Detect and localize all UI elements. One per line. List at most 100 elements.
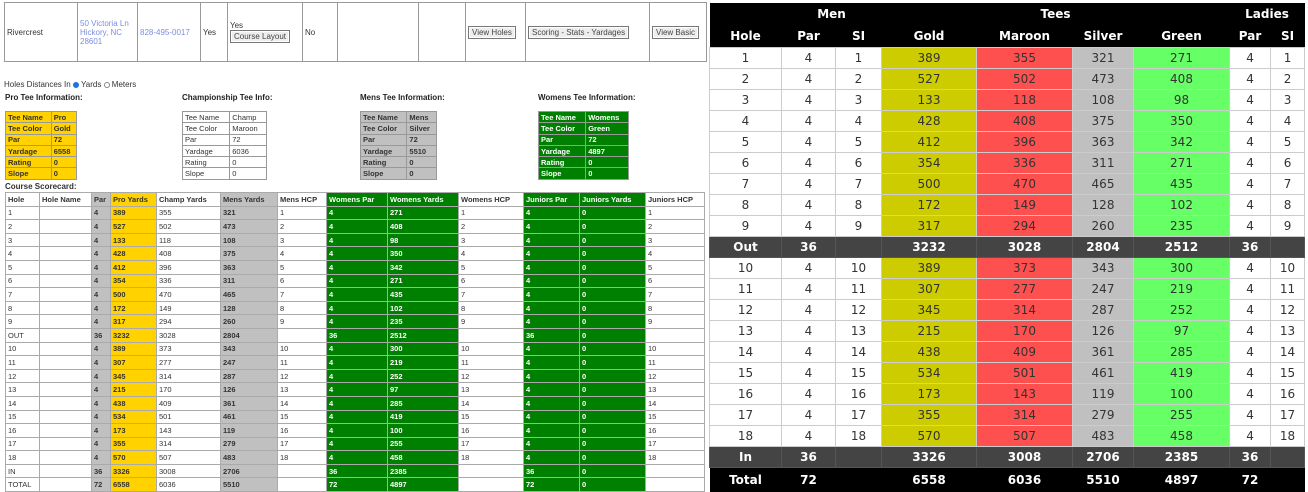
view-holes-button[interactable]: View Holes bbox=[468, 25, 516, 39]
card-cell: 7 bbox=[709, 172, 782, 195]
scorecard-cell: 336 bbox=[156, 273, 221, 289]
scorecard-cell bbox=[39, 355, 92, 370]
scorecard-cell: 18 bbox=[277, 450, 327, 465]
card-cell: 8 bbox=[835, 193, 882, 216]
card-cell: 11 bbox=[1270, 277, 1305, 300]
tee-info-label: Rating bbox=[537, 156, 587, 169]
phone-link[interactable]: 828-495-0017 bbox=[137, 2, 201, 62]
scorecard-cell: 343 bbox=[220, 341, 278, 357]
scorecard-cell: 36 bbox=[91, 463, 111, 479]
card-cell: 3326 bbox=[881, 445, 977, 468]
scorecard-cell: 6 bbox=[5, 273, 40, 289]
scorecard-row: 11 4 307 277 247 11 4 219 11 4 0 11 bbox=[5, 355, 705, 370]
card-cell: 7 bbox=[835, 172, 882, 195]
tee-info-value: 0 bbox=[585, 156, 629, 169]
scorecard-cell: 252 bbox=[387, 368, 459, 384]
hole-row: 6 4 6 354 336 311 271 4 6 bbox=[709, 151, 1305, 174]
scorecard-cell: 570 bbox=[110, 450, 157, 465]
scorecard-cell: 355 bbox=[156, 205, 221, 221]
scorecard-cell: 3326 bbox=[110, 463, 157, 479]
card-cell: 235 bbox=[1132, 214, 1231, 237]
card-cell: 133 bbox=[881, 88, 977, 111]
hole-row: 3 4 3 133 118 108 98 4 3 bbox=[709, 88, 1305, 111]
scorecard-cell bbox=[458, 327, 524, 343]
card-cell: 271 bbox=[1132, 151, 1231, 174]
scorecard-cell: 4 bbox=[326, 341, 388, 357]
card-cell bbox=[1270, 467, 1305, 492]
course-layout-button[interactable]: Course Layout bbox=[230, 30, 291, 43]
scorecard-cell: 11 bbox=[5, 355, 40, 370]
scorecard-cell: 4 bbox=[326, 409, 388, 425]
scorecard-cell: 118 bbox=[156, 232, 221, 248]
card-cell: 361 bbox=[1072, 340, 1134, 363]
card-cell: 4 bbox=[1229, 340, 1272, 363]
column-header: Maroon bbox=[976, 25, 1073, 47]
scorecard-cell: 0 bbox=[579, 395, 646, 411]
scorecard-cell: 0 bbox=[579, 259, 646, 275]
tee-info-label: Tee Name bbox=[537, 110, 587, 124]
card-cell: 126 bbox=[1072, 319, 1134, 342]
card-cell: 4 bbox=[781, 46, 836, 69]
scorecard-cell: 4 bbox=[523, 395, 580, 411]
scorecard-cell bbox=[645, 477, 705, 492]
card-cell: 260 bbox=[1072, 214, 1134, 237]
scorecard-row: 13 4 215 170 126 13 4 97 13 4 0 13 bbox=[5, 382, 705, 397]
address-line-2[interactable]: Hickory, NC bbox=[80, 27, 123, 37]
scorecard-header: Womens HCP bbox=[458, 192, 524, 207]
scorecard-cell: 4 bbox=[91, 409, 111, 425]
card-cell: 4 bbox=[1229, 319, 1272, 342]
card-cell: 570 bbox=[881, 424, 977, 447]
scoring-stats-yardages-button[interactable]: Scoring - Stats - Yardages bbox=[528, 25, 630, 39]
scorecard-cell: 4 bbox=[326, 287, 388, 302]
scorecard-cell: 0 bbox=[579, 450, 646, 465]
tee-info-label: Tee Name bbox=[359, 110, 408, 124]
scorecard-cell: 2385 bbox=[387, 463, 459, 479]
address-line-1[interactable]: 50 Victoria Ln bbox=[80, 18, 129, 28]
yards-radio[interactable] bbox=[72, 81, 79, 88]
scorecard-cell: 389 bbox=[110, 205, 157, 221]
tee-heading: Womens Tee Information: bbox=[538, 93, 636, 102]
scorecard-cell: 14 bbox=[645, 395, 705, 411]
meters-radio[interactable] bbox=[103, 81, 110, 88]
tee-info-label: Slope bbox=[181, 167, 231, 180]
card-cell: 461 bbox=[1072, 361, 1134, 384]
card-cell bbox=[1270, 445, 1305, 468]
card-cell: 215 bbox=[881, 319, 977, 342]
card-cell: 3 bbox=[709, 88, 782, 111]
scorecard-cell: 1 bbox=[277, 205, 327, 221]
empty-cell bbox=[337, 2, 419, 62]
card-cell: 354 bbox=[881, 151, 977, 174]
scorecard-cell: 502 bbox=[156, 219, 221, 234]
tee-info-row: Yardage 6558 bbox=[5, 144, 78, 158]
scorecard-cell: 13 bbox=[645, 382, 705, 397]
scorecard-cell: 4 bbox=[523, 423, 580, 438]
card-cell: 11 bbox=[835, 277, 882, 300]
scorecard-cell: 16 bbox=[277, 423, 327, 438]
scorecard-cell: 342 bbox=[387, 259, 459, 275]
card-cell: 4 bbox=[1229, 151, 1272, 174]
card-cell: 355 bbox=[976, 46, 1073, 69]
scorecard-cell: 4 bbox=[91, 382, 111, 397]
card-cell: 408 bbox=[976, 109, 1073, 132]
card-cell: 502 bbox=[976, 67, 1073, 90]
view-basic-button[interactable]: View Basic bbox=[652, 25, 699, 39]
scorecard-cell: 15 bbox=[645, 409, 705, 425]
card-cell bbox=[835, 445, 882, 468]
col-yes: Yes bbox=[200, 2, 228, 62]
scorecard-cell: 4897 bbox=[387, 477, 459, 492]
scorecard-cell bbox=[39, 382, 92, 397]
scorecard-cell: 354 bbox=[110, 273, 157, 289]
scorecard-cell: 9 bbox=[645, 314, 705, 329]
scorecard-cell: 4 bbox=[91, 450, 111, 465]
scorecard-cell bbox=[39, 423, 92, 438]
card-cell: 3232 bbox=[881, 235, 977, 258]
card-cell: 4 bbox=[1229, 109, 1272, 132]
scorecard-cell: 375 bbox=[220, 246, 278, 261]
tee-info-row: Tee Name Mens bbox=[359, 110, 437, 124]
scorecard-cell: 10 bbox=[277, 341, 327, 357]
scorecard-cell: 2 bbox=[458, 219, 524, 234]
address-line-3[interactable]: 28601 bbox=[80, 36, 103, 46]
card-cell: 458 bbox=[1132, 424, 1231, 447]
card-cell: 5510 bbox=[1072, 467, 1134, 492]
card-cell: 4 bbox=[781, 277, 836, 300]
